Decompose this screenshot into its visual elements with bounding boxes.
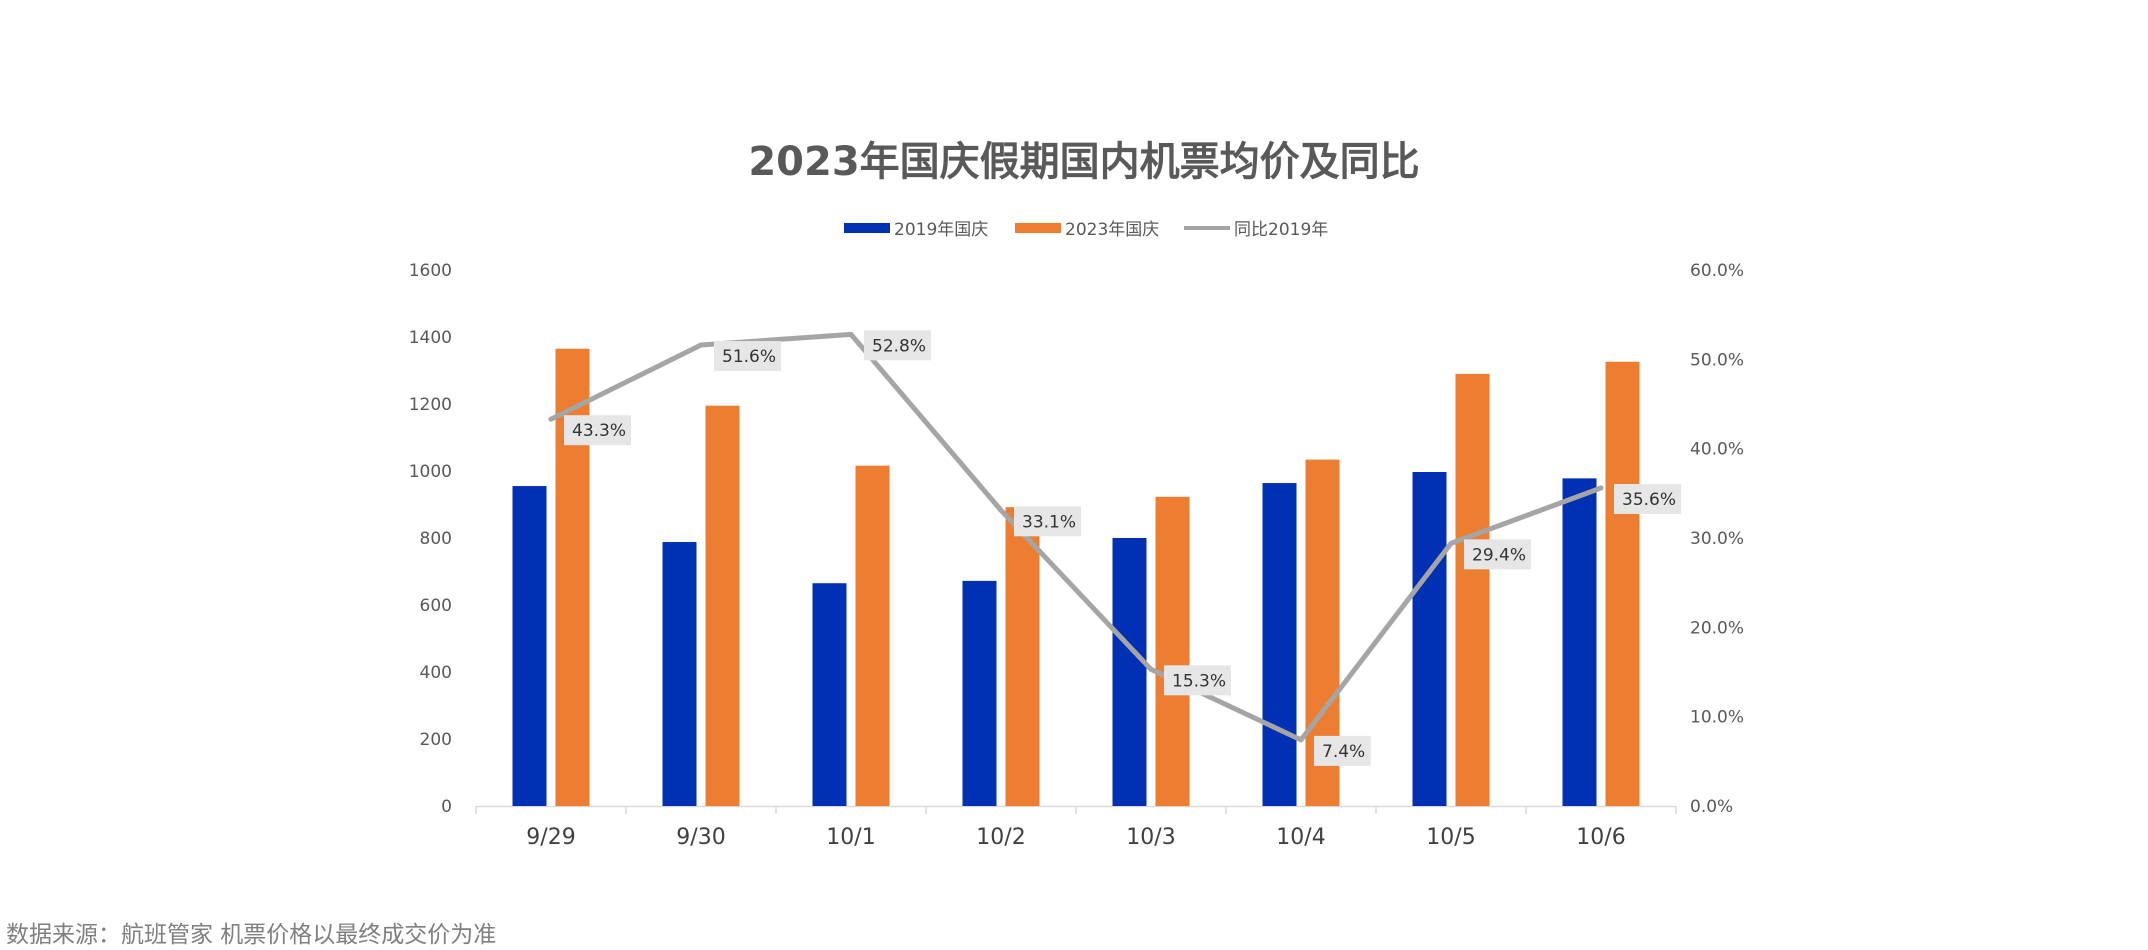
y-left-tick-label: 0 bbox=[441, 797, 452, 817]
x-category-label: 9/29 bbox=[526, 825, 575, 850]
bar-2019 bbox=[962, 580, 997, 806]
data-label-box bbox=[564, 415, 631, 446]
data-label-text: 43.3% bbox=[572, 421, 626, 441]
x-category-label: 10/3 bbox=[1126, 825, 1175, 850]
yoy-data-label: 43.3% bbox=[564, 415, 631, 446]
legend: 2019年国庆 2023年国庆 同比2019年 bbox=[844, 220, 1328, 240]
legend-swatch-2023 bbox=[1015, 223, 1061, 233]
bar-2019 bbox=[812, 583, 847, 806]
axes: 0 200 400 600 800 1000 1200 1400 1600 0.0% 10.0% 20… bbox=[409, 261, 1744, 850]
yoy-point bbox=[998, 507, 1004, 513]
data-label-box bbox=[864, 330, 931, 361]
yoy-point bbox=[1598, 485, 1604, 491]
bar-2019 bbox=[1262, 483, 1297, 806]
data-label-box bbox=[1314, 735, 1371, 766]
legend-label-2019: 2019年国庆 bbox=[894, 220, 988, 240]
data-label-box bbox=[1614, 483, 1681, 514]
data-label-text: 33.1% bbox=[1022, 512, 1076, 532]
data-label-box bbox=[1464, 539, 1531, 570]
y-right-tick-label: 30.0% bbox=[1690, 529, 1744, 549]
legend-label-yoy: 同比2019年 bbox=[1234, 220, 1328, 240]
y-left-tick-label: 600 bbox=[420, 596, 452, 616]
bar-2019 bbox=[1412, 472, 1447, 806]
data-label-text: 52.8% bbox=[872, 336, 926, 356]
data-label-text: 35.6% bbox=[1622, 490, 1676, 510]
x-category-label: 10/4 bbox=[1276, 825, 1325, 850]
yoy-data-label: 52.8% bbox=[864, 330, 931, 361]
yoy-point bbox=[1148, 666, 1154, 672]
bar-2023 bbox=[1605, 361, 1640, 806]
bar-2023 bbox=[1005, 507, 1040, 806]
legend-label-2023: 2023年国庆 bbox=[1065, 220, 1159, 240]
y-right-tick-label: 60.0% bbox=[1690, 261, 1744, 281]
bars bbox=[512, 348, 1640, 806]
bar-2019 bbox=[1562, 478, 1597, 806]
data-labels: 43.3% 51.6% 52.8% 33.1% 15.3% 7.4% 29.4% 35.6% bbox=[564, 330, 1681, 766]
y-left-tick-label: 1200 bbox=[409, 395, 452, 415]
yoy-data-label: 33.1% bbox=[1014, 506, 1081, 537]
y-right-tick-label: 0.0% bbox=[1690, 797, 1733, 817]
bar-2019 bbox=[1112, 538, 1147, 806]
yoy-point bbox=[848, 331, 854, 337]
y-left-tick-label: 1400 bbox=[409, 328, 452, 348]
x-category-label: 10/6 bbox=[1576, 825, 1625, 850]
bar-2023 bbox=[1455, 373, 1490, 806]
y-left-tick-label: 800 bbox=[420, 529, 452, 549]
bar-2023 bbox=[855, 465, 890, 806]
yoy-data-label: 7.4% bbox=[1314, 735, 1371, 766]
y-right-tick-label: 50.0% bbox=[1690, 350, 1744, 370]
data-label-text: 15.3% bbox=[1172, 671, 1226, 691]
y-left-tick-label: 200 bbox=[420, 730, 452, 750]
x-category-label: 10/1 bbox=[826, 825, 875, 850]
data-label-box bbox=[714, 341, 781, 372]
x-category-label: 10/5 bbox=[1426, 825, 1475, 850]
yoy-point bbox=[548, 416, 554, 422]
chart-title: 2023年国庆假期国内机票均价及同比 bbox=[748, 139, 1419, 185]
y-left-tick-label: 1600 bbox=[409, 261, 452, 281]
yoy-data-label: 15.3% bbox=[1164, 665, 1231, 696]
yoy-point bbox=[1298, 737, 1304, 743]
bar-2023 bbox=[705, 405, 740, 806]
source-note: 数据来源：航班管家 机票价格以最终成交价为准 bbox=[6, 922, 497, 948]
yoy-data-label: 51.6% bbox=[714, 341, 781, 372]
y-left-tick-label: 400 bbox=[420, 663, 452, 683]
yoy-data-label: 29.4% bbox=[1464, 539, 1531, 570]
bar-2019 bbox=[512, 486, 547, 806]
x-category-label: 9/30 bbox=[676, 825, 725, 850]
y-left-tick-label: 1000 bbox=[409, 462, 452, 482]
data-label-text: 7.4% bbox=[1322, 742, 1365, 762]
yoy-data-label: 35.6% bbox=[1614, 483, 1681, 514]
data-label-text: 51.6% bbox=[722, 347, 776, 367]
yoy-point bbox=[1448, 540, 1454, 546]
legend-swatch-2019 bbox=[844, 223, 890, 233]
bar-2019 bbox=[662, 542, 697, 806]
data-label-box bbox=[1164, 665, 1231, 696]
bar-2023 bbox=[1155, 496, 1190, 806]
y-right-tick-label: 40.0% bbox=[1690, 440, 1744, 460]
y-right-tick-label: 20.0% bbox=[1690, 618, 1744, 638]
x-category-label: 10/2 bbox=[976, 825, 1025, 850]
data-label-box bbox=[1014, 506, 1081, 537]
yoy-point bbox=[698, 342, 704, 348]
y-right-tick-label: 10.0% bbox=[1690, 708, 1744, 728]
data-label-text: 29.4% bbox=[1472, 545, 1526, 565]
